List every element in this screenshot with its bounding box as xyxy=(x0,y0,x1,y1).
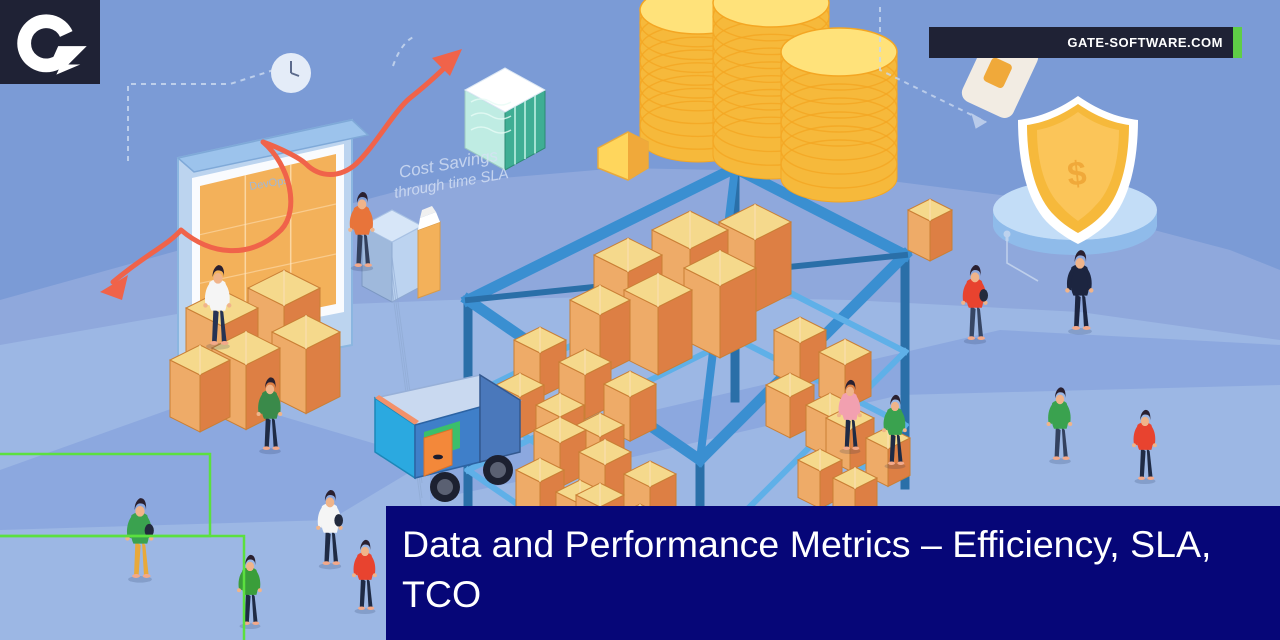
svg-text:$: $ xyxy=(1065,154,1088,194)
